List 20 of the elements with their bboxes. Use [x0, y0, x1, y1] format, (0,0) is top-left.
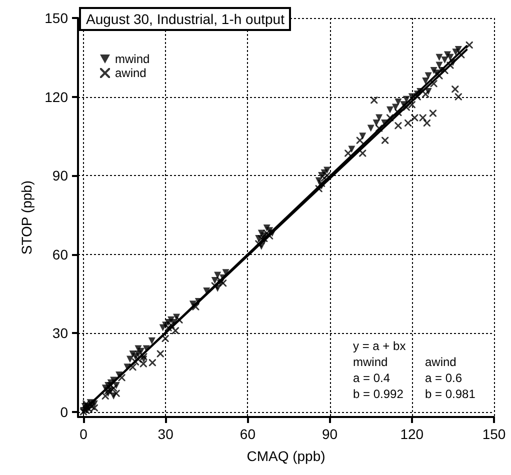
- x-tick-label: 60: [240, 426, 256, 442]
- x-tick-label: 30: [158, 426, 174, 442]
- y-tick-label: 30: [52, 325, 68, 341]
- y-tick-label: 0: [60, 404, 68, 420]
- x-tick-label: 120: [400, 426, 424, 442]
- x-tick-label: 0: [80, 426, 88, 442]
- legend-label: mwind: [115, 52, 150, 66]
- annotation: awind a = 0.6 b = 0.981: [425, 355, 476, 401]
- x-axis-title: CMAQ (ppb): [246, 448, 326, 464]
- x-tick-label: 150: [482, 426, 506, 442]
- annotation: mwind a = 0.4 b = 0.992: [353, 355, 404, 401]
- y-tick-label: 120: [44, 88, 68, 105]
- chart-title: August 30, Industrial, 1-h output: [86, 11, 285, 27]
- y-axis-title: STOP (ppb): [18, 180, 35, 255]
- y-tick-label: 90: [52, 168, 68, 184]
- annotation: y = a + bx: [353, 339, 406, 353]
- y-tick-label: 150: [44, 10, 68, 26]
- x-tick-label: 90: [322, 426, 338, 442]
- y-tick-label: 60: [52, 246, 68, 262]
- legend-label: awind: [115, 66, 146, 80]
